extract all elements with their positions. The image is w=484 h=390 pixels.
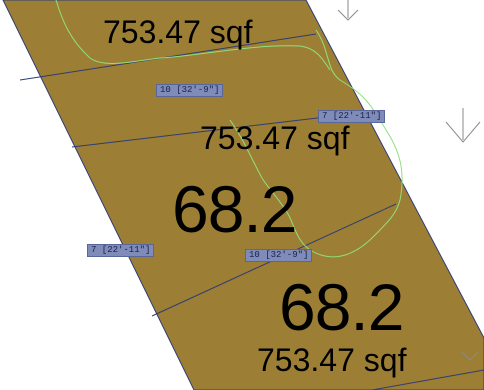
north-arrow-symbol <box>337 0 481 361</box>
contour-line-1 <box>55 0 331 71</box>
dimension-tag[interactable]: 7 [22'-11"] <box>318 110 386 123</box>
dimension-tag[interactable]: 10 [32'-9"] <box>156 84 224 97</box>
contour-line-3 <box>229 119 263 179</box>
lot-area-label: 753.47 sqf <box>103 14 253 50</box>
contour-line-2 <box>261 29 403 258</box>
lot-line-4[interactable] <box>371 369 484 390</box>
dimension-tag[interactable]: 10 [32'-9"] <box>245 249 313 262</box>
lot-area-label: 753.47 sqf <box>257 342 407 378</box>
lot-area-label: 753.47 sqf <box>200 120 350 156</box>
dimension-tag[interactable]: 7 [22'-11"] <box>87 244 155 257</box>
lot-number-label: 68.2 <box>172 172 297 246</box>
lot-number-label: 68.2 <box>279 270 404 344</box>
